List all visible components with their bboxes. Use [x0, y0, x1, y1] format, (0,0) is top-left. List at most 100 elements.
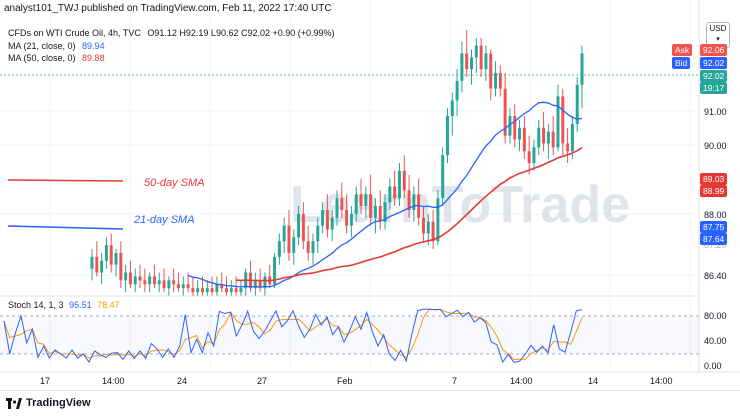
candle-bullish [518, 127, 522, 140]
candle-bullish [148, 276, 152, 285]
candle-bullish [354, 194, 358, 214]
time-tick-27: 27 [257, 376, 267, 386]
last-price-value: 92.02 [700, 70, 728, 82]
candle-bullish [441, 155, 445, 199]
candle-bullish [388, 186, 392, 203]
ask-value: 92.06 [700, 44, 728, 56]
stoch-tick-40: 40.00 [704, 336, 727, 346]
stoch-d-line [3, 308, 583, 361]
candle-bearish [234, 288, 238, 293]
candle-bullish [181, 284, 185, 289]
bid-label: Bid [672, 57, 691, 69]
ma-lower-a: 87.75 [700, 221, 728, 233]
time-tick-7: 7 [452, 376, 457, 386]
ma-upper-a: 89.03 [700, 173, 728, 185]
candle-bearish [186, 284, 190, 289]
candle-bullish [215, 284, 219, 293]
candle-bullish [446, 116, 449, 156]
time-tick-17: 17 [40, 376, 50, 386]
candle-bullish [297, 213, 301, 238]
ma21-legend-label: MA (21, close, 0) [8, 41, 76, 51]
sma21-annotation-label: 21-day SMA [133, 214, 195, 226]
candle-bullish [349, 213, 353, 226]
candle-bearish [143, 280, 147, 285]
ma50-legend[interactable]: MA (50, close, 0) 89.88 [8, 53, 105, 63]
candle-bearish [561, 96, 565, 144]
ma-upper-b: 88.99 [700, 185, 728, 197]
tradingview-logo[interactable]: TradingView [6, 397, 91, 409]
candle-bullish [133, 276, 137, 285]
candle-bullish [450, 100, 454, 117]
footer-bar: TradingView [0, 390, 740, 417]
stoch-value-hidden: 95.51 [69, 300, 92, 310]
time-tick-feb: Feb [337, 376, 353, 386]
candle-bullish [494, 73, 498, 89]
stoch-value: 78.47 [97, 300, 120, 310]
candle-bullish [460, 53, 464, 81]
candle-bearish [306, 241, 310, 253]
candle-bullish [580, 53, 584, 85]
candle-bullish [282, 225, 286, 242]
ma21-legend[interactable]: MA (21, close, 0) 89.94 [8, 41, 105, 51]
candle-bearish [95, 256, 99, 273]
symbol-name[interactable]: CFDs on WTI Crude Oil, 4h, TVC [8, 28, 141, 38]
candle-bearish [162, 280, 166, 289]
price-tick-88: 88.00 [704, 210, 727, 220]
candle-bearish [138, 276, 142, 281]
sma50-annotation-label: 50-day SMA [144, 177, 205, 189]
bar-countdown: 19:17 [700, 82, 728, 94]
candle-bearish [479, 45, 483, 70]
price-tick-8720: 87.20 [704, 240, 727, 250]
price-chart[interactable]: LearnToTrade 50-day SMA 21-day SMA 91.00… [0, 0, 740, 390]
candle-bearish [431, 221, 435, 242]
candle-bearish [176, 284, 180, 289]
candle-bullish [470, 57, 473, 70]
sma21-annotation-line [7, 225, 124, 230]
stoch-legend[interactable]: Stoch 14, 1, 3 95.51 78.47 [8, 300, 120, 310]
candle-bullish [364, 194, 368, 207]
ma50-legend-label: MA (50, close, 0) [8, 53, 76, 63]
candle-bearish [258, 280, 262, 289]
candle-bullish [273, 256, 277, 285]
ma21-line [187, 101, 583, 288]
time-tick-1400-b: 14:00 [510, 376, 533, 386]
candle-bullish [575, 84, 579, 124]
publisher-line: analyst101_TWJ published on TradingView.… [4, 3, 332, 14]
candle-bullish [546, 131, 550, 144]
candle-bullish [373, 206, 377, 218]
stoch-k-line [3, 308, 583, 364]
candle-bearish [393, 186, 397, 199]
candle-bullish [253, 280, 257, 289]
ma50-legend-value: 89.88 [82, 53, 105, 63]
candle-bullish [167, 280, 171, 289]
candle-bearish [359, 194, 363, 207]
candle-bullish [532, 147, 536, 163]
candle-bullish [277, 241, 281, 257]
price-tick-90: 90.00 [704, 141, 727, 151]
stoch-label: Stoch 14, 1, 3 [8, 300, 64, 310]
candle-bearish [421, 217, 425, 234]
candle-bearish [220, 284, 224, 289]
candle-bearish [498, 73, 502, 89]
candle-bullish [229, 288, 233, 293]
currency-button[interactable]: USD ▾ [706, 22, 730, 48]
sma50-annotation-line [7, 179, 124, 182]
time-tick-14: 14 [588, 376, 598, 386]
stoch-tick-80: 80.00 [704, 311, 727, 321]
stoch-tick-0: 0.00 [704, 361, 722, 371]
candle-bullish [397, 170, 401, 199]
candle-bearish [527, 151, 531, 163]
candle-bearish [340, 198, 344, 210]
candle-bullish [412, 194, 416, 210]
candle-bearish [402, 170, 406, 191]
candle-bullish [383, 202, 387, 222]
candle-bearish [503, 88, 507, 136]
candle-bullish [436, 198, 440, 242]
bid-value: 92.02 [700, 57, 728, 69]
symbol-legend[interactable]: CFDs on WTI Crude Oil, 4h, TVC O91.12 H9… [8, 28, 335, 38]
candle-bearish [489, 53, 493, 89]
candle-bullish [114, 252, 118, 265]
candle-bullish [484, 53, 488, 70]
candle-bearish [513, 116, 517, 140]
candle-bullish [90, 256, 94, 269]
